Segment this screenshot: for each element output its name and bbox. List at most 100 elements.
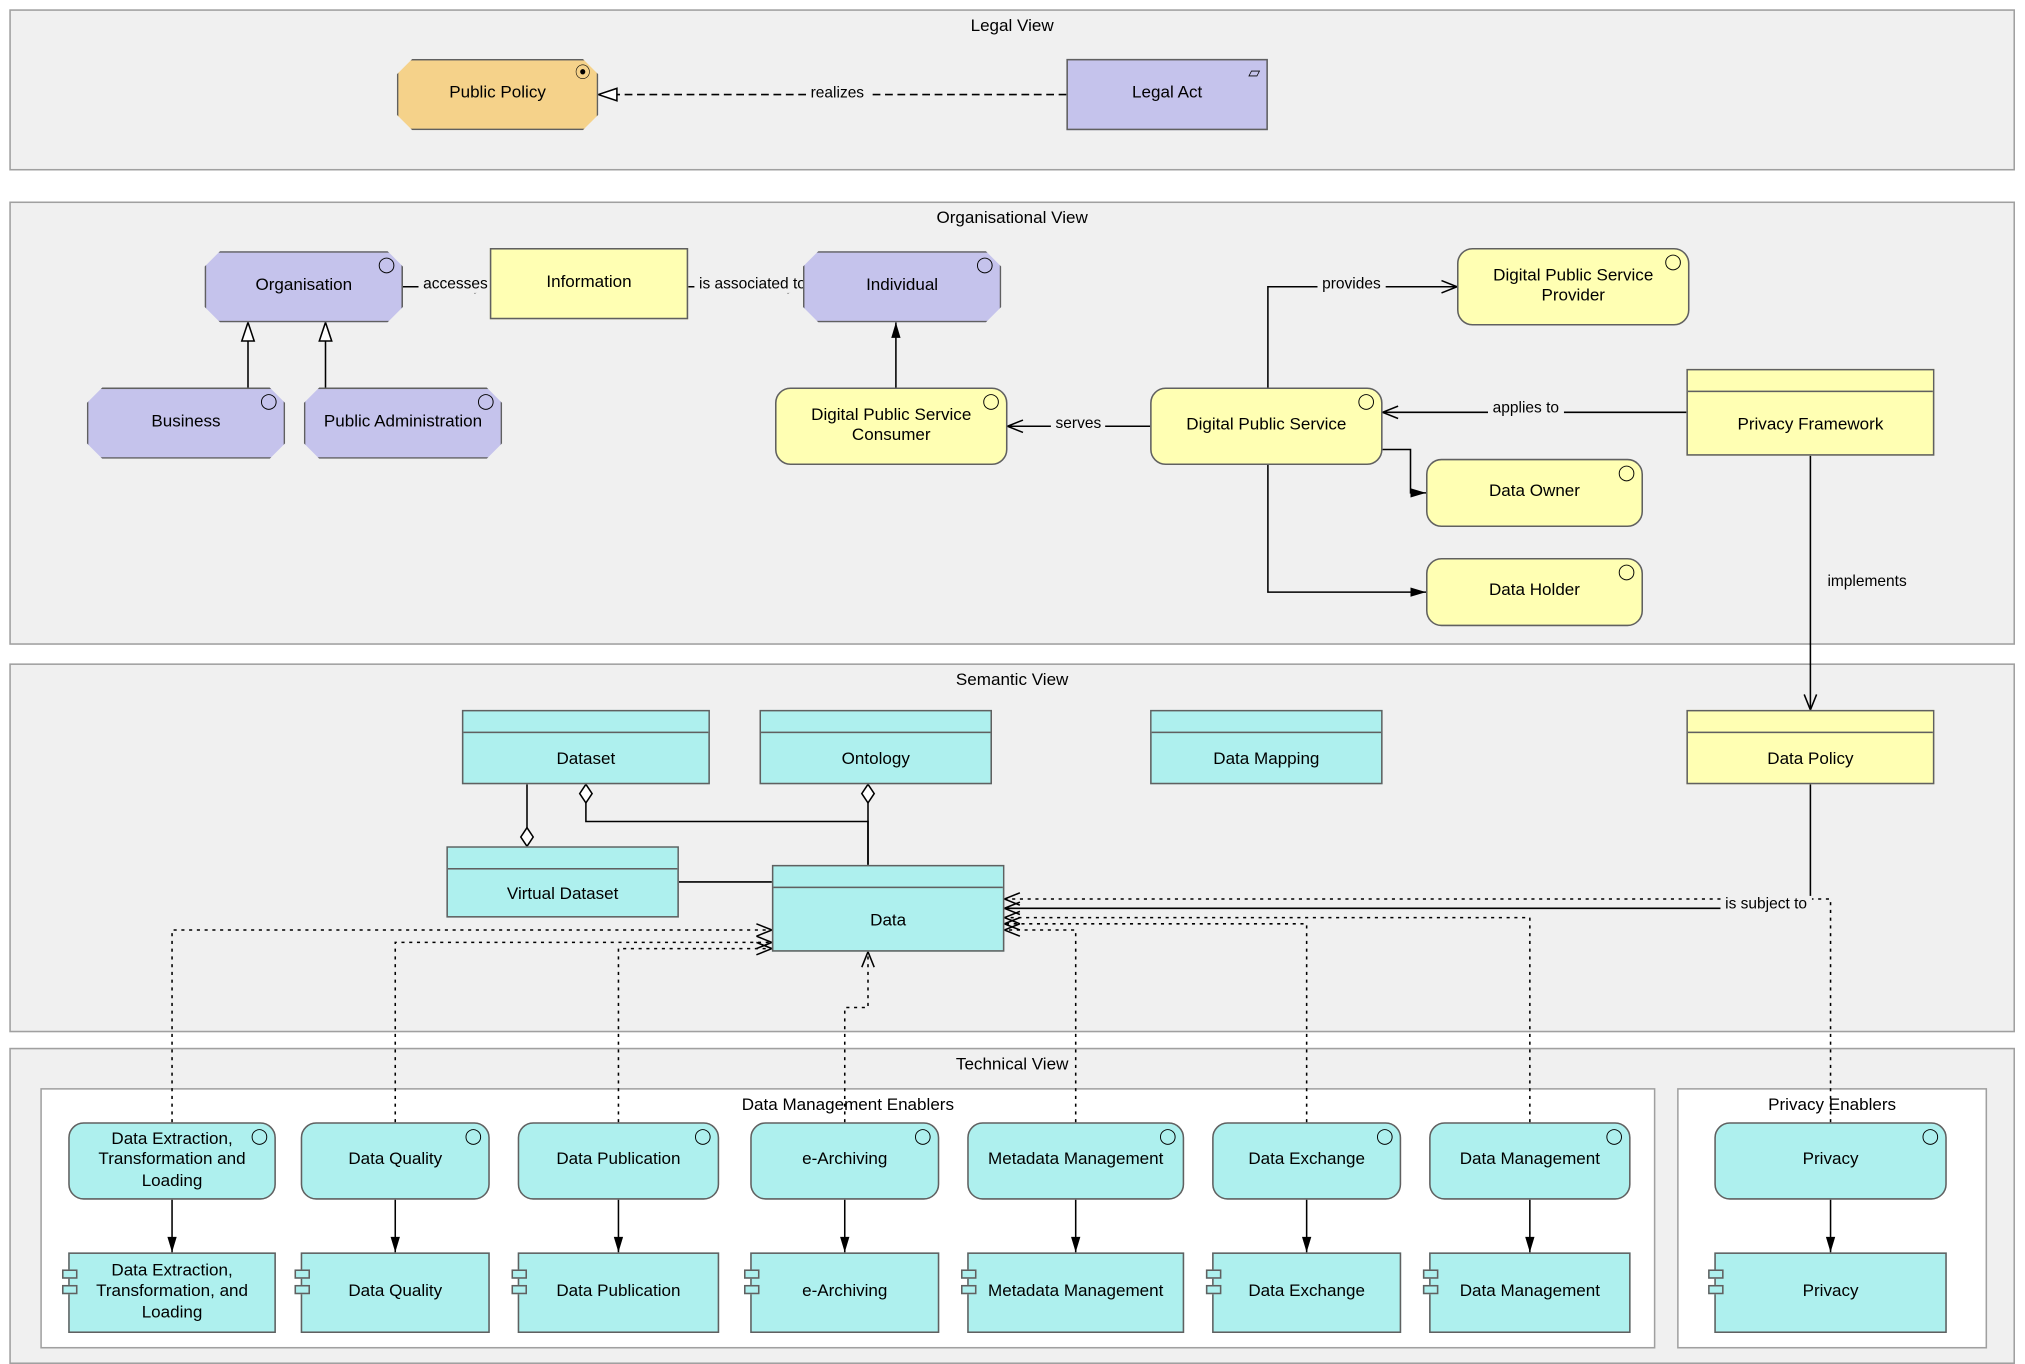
node-virtual_ds[interactable]: Virtual Dataset: [446, 846, 678, 917]
edge-label: implements: [1823, 574, 1912, 591]
edge-label: is associated to: [694, 276, 810, 293]
node-organisation[interactable]: Organisation◯: [205, 251, 403, 322]
node-type-icon: ◯: [1159, 1128, 1176, 1147]
node-privacy_fw[interactable]: Privacy Framework: [1686, 369, 1934, 456]
node-type-icon: ◯: [1357, 394, 1374, 413]
node-individual[interactable]: Individual ◯: [803, 251, 1001, 322]
node-comp_pub[interactable]: Data Publication: [518, 1252, 719, 1333]
node-label: Digital Public Service: [1186, 416, 1346, 436]
node-comp_dmgmt[interactable]: Data Management: [1429, 1252, 1631, 1333]
node-data_policy[interactable]: Data Policy: [1686, 710, 1934, 784]
subgroup-title: Privacy Enablers: [1679, 1096, 1986, 1115]
node-comp_etl[interactable]: Data Extraction, Transformation, and Loa…: [68, 1252, 276, 1333]
node-svc_dq[interactable]: Data Quality ◯: [301, 1122, 490, 1200]
view-title: Legal View: [11, 17, 2014, 36]
node-label: Data Owner: [1489, 483, 1580, 503]
edge-label: accesses: [419, 276, 493, 293]
node-svc_dmgmt[interactable]: Data Management ◯: [1429, 1122, 1631, 1200]
node-svc_pub[interactable]: Data Publication ◯: [518, 1122, 719, 1200]
component-icon: [744, 1269, 760, 1294]
node-dataset[interactable]: Dataset: [462, 710, 710, 784]
edge-label: provides: [1318, 276, 1386, 293]
node-legal_act[interactable]: Legal Act▱: [1066, 59, 1267, 130]
view-title: Organisational View: [11, 209, 2014, 228]
node-type-icon: ◯: [1618, 465, 1635, 484]
node-label: Public Policy: [449, 84, 546, 104]
node-label: Data Quality: [348, 1282, 442, 1302]
node-type-icon: ◯: [976, 257, 993, 276]
node-label: Legal Act: [1132, 84, 1202, 104]
node-label: Data Publication: [556, 1282, 680, 1302]
node-type-icon: ◯: [982, 394, 999, 413]
node-public_admin[interactable]: Public Administration◯: [304, 388, 502, 459]
node-ontology[interactable]: Ontology: [760, 710, 993, 784]
node-data_owner[interactable]: Data Owner ◯: [1426, 459, 1643, 527]
node-type-icon: ◯: [694, 1128, 711, 1147]
node-label: Digital Public Service Provider: [1465, 266, 1682, 307]
node-label: Dataset: [463, 733, 708, 786]
component-icon: [1708, 1269, 1724, 1294]
subgroup-title: Data Management Enablers: [42, 1096, 1654, 1115]
node-svc_earch[interactable]: e-Archiving ◯: [750, 1122, 939, 1200]
component-icon: [511, 1269, 527, 1294]
component-icon: [1206, 1269, 1222, 1294]
node-label: Data Management: [1460, 1151, 1600, 1171]
node-business[interactable]: Business ◯: [87, 388, 285, 459]
node-data_holder[interactable]: Data Holder◯: [1426, 558, 1643, 626]
node-dps_provider[interactable]: Digital Public Service Provider◯: [1457, 248, 1690, 326]
node-label: Data Publication: [556, 1151, 680, 1171]
node-comp_dq[interactable]: Data Quality: [301, 1252, 490, 1333]
node-type-icon: ◯: [260, 394, 277, 413]
node-label: Ontology: [761, 733, 990, 786]
node-dps[interactable]: Digital Public Service ◯: [1150, 388, 1383, 466]
edge-label: is subject to: [1721, 896, 1812, 913]
node-comp_earch[interactable]: e-Archiving: [750, 1252, 939, 1333]
node-comp_dex[interactable]: Data Exchange: [1212, 1252, 1401, 1333]
node-comp_priv[interactable]: Privacy: [1714, 1252, 1947, 1333]
node-type-icon: ⦿: [575, 65, 591, 84]
view-title: Technical View: [11, 1056, 2014, 1075]
node-information[interactable]: Information: [490, 248, 688, 319]
node-svc_dex[interactable]: Data Exchange ◯: [1212, 1122, 1401, 1200]
node-label: Data Management: [1460, 1282, 1600, 1302]
node-label: Business: [151, 413, 220, 433]
node-label: Information: [546, 273, 631, 293]
node-svc_meta[interactable]: Metadata Management◯: [967, 1122, 1184, 1200]
node-type-icon: ◯: [1605, 1128, 1622, 1147]
node-label: Data: [773, 888, 1002, 953]
view-title: Semantic View: [11, 671, 2014, 690]
node-label: Organisation: [255, 277, 352, 297]
node-public_policy[interactable]: Public Policy ⦿: [397, 59, 599, 130]
node-label: Data Mapping: [1152, 733, 1381, 786]
node-type-icon: ◯: [1922, 1128, 1939, 1147]
node-label: Virtual Dataset: [448, 870, 677, 920]
node-type-icon: ◯: [1376, 1128, 1393, 1147]
node-label: Digital Public Service Consumer: [783, 406, 1000, 447]
node-type-icon: ◯: [1664, 254, 1681, 273]
node-label: Data Exchange: [1248, 1151, 1365, 1171]
node-label: Privacy Framework: [1688, 392, 1933, 457]
node-label: Data Exchange: [1248, 1282, 1365, 1302]
node-label: Metadata Management: [988, 1282, 1163, 1302]
node-type-icon: ◯: [465, 1128, 482, 1147]
node-label: Public Administration: [324, 413, 482, 433]
node-label: Data Quality: [348, 1151, 442, 1171]
component-icon: [295, 1269, 311, 1294]
node-data_mapping[interactable]: Data Mapping: [1150, 710, 1383, 784]
node-label: Data Holder: [1489, 582, 1580, 602]
node-svc_etl[interactable]: Data Extraction, Transformation and Load…: [68, 1122, 276, 1200]
node-label: Data Extraction, Transformation and Load…: [76, 1130, 268, 1191]
node-type-icon: ◯: [914, 1128, 931, 1147]
node-label: e-Archiving: [802, 1282, 887, 1302]
edge-label: realizes: [806, 85, 869, 102]
node-type-icon: ◯: [251, 1128, 268, 1147]
node-svc_priv[interactable]: Privacy◯: [1714, 1122, 1947, 1200]
node-label: e-Archiving: [802, 1151, 887, 1171]
node-dps_consumer[interactable]: Digital Public Service Consumer◯: [775, 388, 1007, 466]
edge-label: serves: [1051, 415, 1106, 432]
view-legal: Legal View: [9, 9, 2015, 170]
node-comp_meta[interactable]: Metadata Management: [967, 1252, 1184, 1333]
node-label: Individual: [866, 277, 938, 297]
node-label: Data Extraction, Transformation, and Loa…: [76, 1262, 268, 1323]
node-data[interactable]: Data: [772, 865, 1005, 952]
